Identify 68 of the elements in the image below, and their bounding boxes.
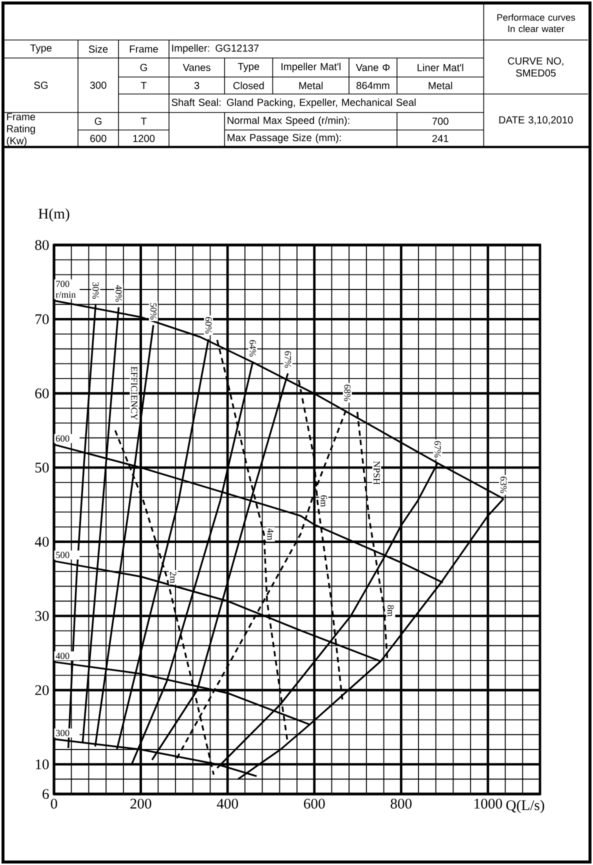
text: Normal Max Speed (r/min): bbox=[228, 116, 350, 126]
text: 6m bbox=[320, 495, 327, 507]
text: 30% bbox=[92, 282, 99, 299]
text: G bbox=[140, 64, 147, 72]
annotation: EFFICIENCY bbox=[131, 366, 138, 420]
text: 4m bbox=[267, 528, 274, 540]
text: DATE 3,10,2010 bbox=[499, 116, 573, 125]
text: 864mm bbox=[356, 82, 390, 90]
text: Metal bbox=[428, 82, 452, 90]
text: Frame Rating (Kw) bbox=[6, 113, 36, 146]
text: Impeller Mat'l bbox=[282, 62, 340, 72]
y-tick-label: 20 bbox=[35, 685, 49, 696]
text: G bbox=[94, 118, 102, 125]
text: 1200 bbox=[133, 134, 155, 142]
text: 67% bbox=[284, 351, 292, 368]
text: 700 bbox=[432, 118, 448, 125]
annotation: NPSH bbox=[374, 461, 380, 484]
x-tick-label: 1000 bbox=[474, 798, 502, 809]
y-axis-title: H(m) bbox=[38, 208, 70, 222]
text: 63% bbox=[500, 476, 507, 494]
text: 60% bbox=[205, 317, 212, 334]
text: 67% bbox=[434, 441, 441, 458]
x-tick-label: 600 bbox=[304, 798, 325, 809]
text: Size bbox=[88, 45, 108, 53]
text: Vanes bbox=[182, 64, 210, 72]
y-tick-label: 60 bbox=[35, 388, 49, 398]
text: 50% bbox=[150, 303, 157, 320]
y-tick-label: 6 bbox=[42, 789, 49, 799]
text: Type bbox=[238, 62, 260, 72]
x-tick-label: 200 bbox=[130, 798, 152, 809]
text: Shaft Seal: Gland Packing, Expeller, Mechanical Seal bbox=[172, 98, 416, 108]
series-label: 400 bbox=[56, 652, 70, 659]
text: 2m bbox=[170, 572, 176, 584]
text: 64% bbox=[250, 340, 256, 357]
text: CURVE NO, SMED05 bbox=[508, 57, 564, 77]
text: Closed bbox=[233, 82, 264, 90]
text: Type bbox=[30, 44, 52, 54]
text: T bbox=[140, 118, 147, 125]
y-tick-label: 70 bbox=[36, 314, 49, 324]
text: 241 bbox=[432, 134, 448, 142]
text: Max Passage Size (mm): bbox=[228, 134, 341, 144]
series-label: 500 bbox=[56, 552, 70, 558]
text: 3 bbox=[194, 82, 200, 90]
y-tick-label: 30 bbox=[35, 611, 49, 621]
text: Frame bbox=[130, 45, 158, 53]
text: SG bbox=[34, 82, 48, 89]
x-tick-label: 400 bbox=[216, 798, 238, 809]
text: 40% bbox=[115, 285, 122, 302]
y-tick-label: 40 bbox=[34, 536, 49, 547]
x-axis-title: Q(L/s) bbox=[506, 800, 544, 814]
text: Vane Φ bbox=[356, 64, 390, 72]
text: Metal bbox=[299, 82, 323, 90]
text: 600 bbox=[90, 134, 106, 142]
text: T bbox=[140, 82, 147, 89]
text: 8m bbox=[388, 605, 394, 617]
series-label: 600 bbox=[56, 435, 70, 442]
x-tick-label: 800 bbox=[390, 798, 412, 809]
series-label: 300 bbox=[56, 730, 70, 736]
chart-title: Performace curves In clear water bbox=[497, 14, 576, 32]
text: 68% bbox=[344, 384, 350, 402]
x-tick-label: 0 bbox=[50, 798, 58, 809]
series-label: 700 r/min bbox=[56, 280, 76, 298]
text: 300 bbox=[90, 82, 106, 89]
text: Impeller: GG12137 bbox=[172, 44, 259, 54]
text: Liner Mat'l bbox=[418, 64, 464, 72]
y-tick-label: 80 bbox=[35, 240, 49, 250]
y-tick-label: 10 bbox=[36, 759, 49, 770]
y-tick-label: 50 bbox=[35, 462, 49, 473]
